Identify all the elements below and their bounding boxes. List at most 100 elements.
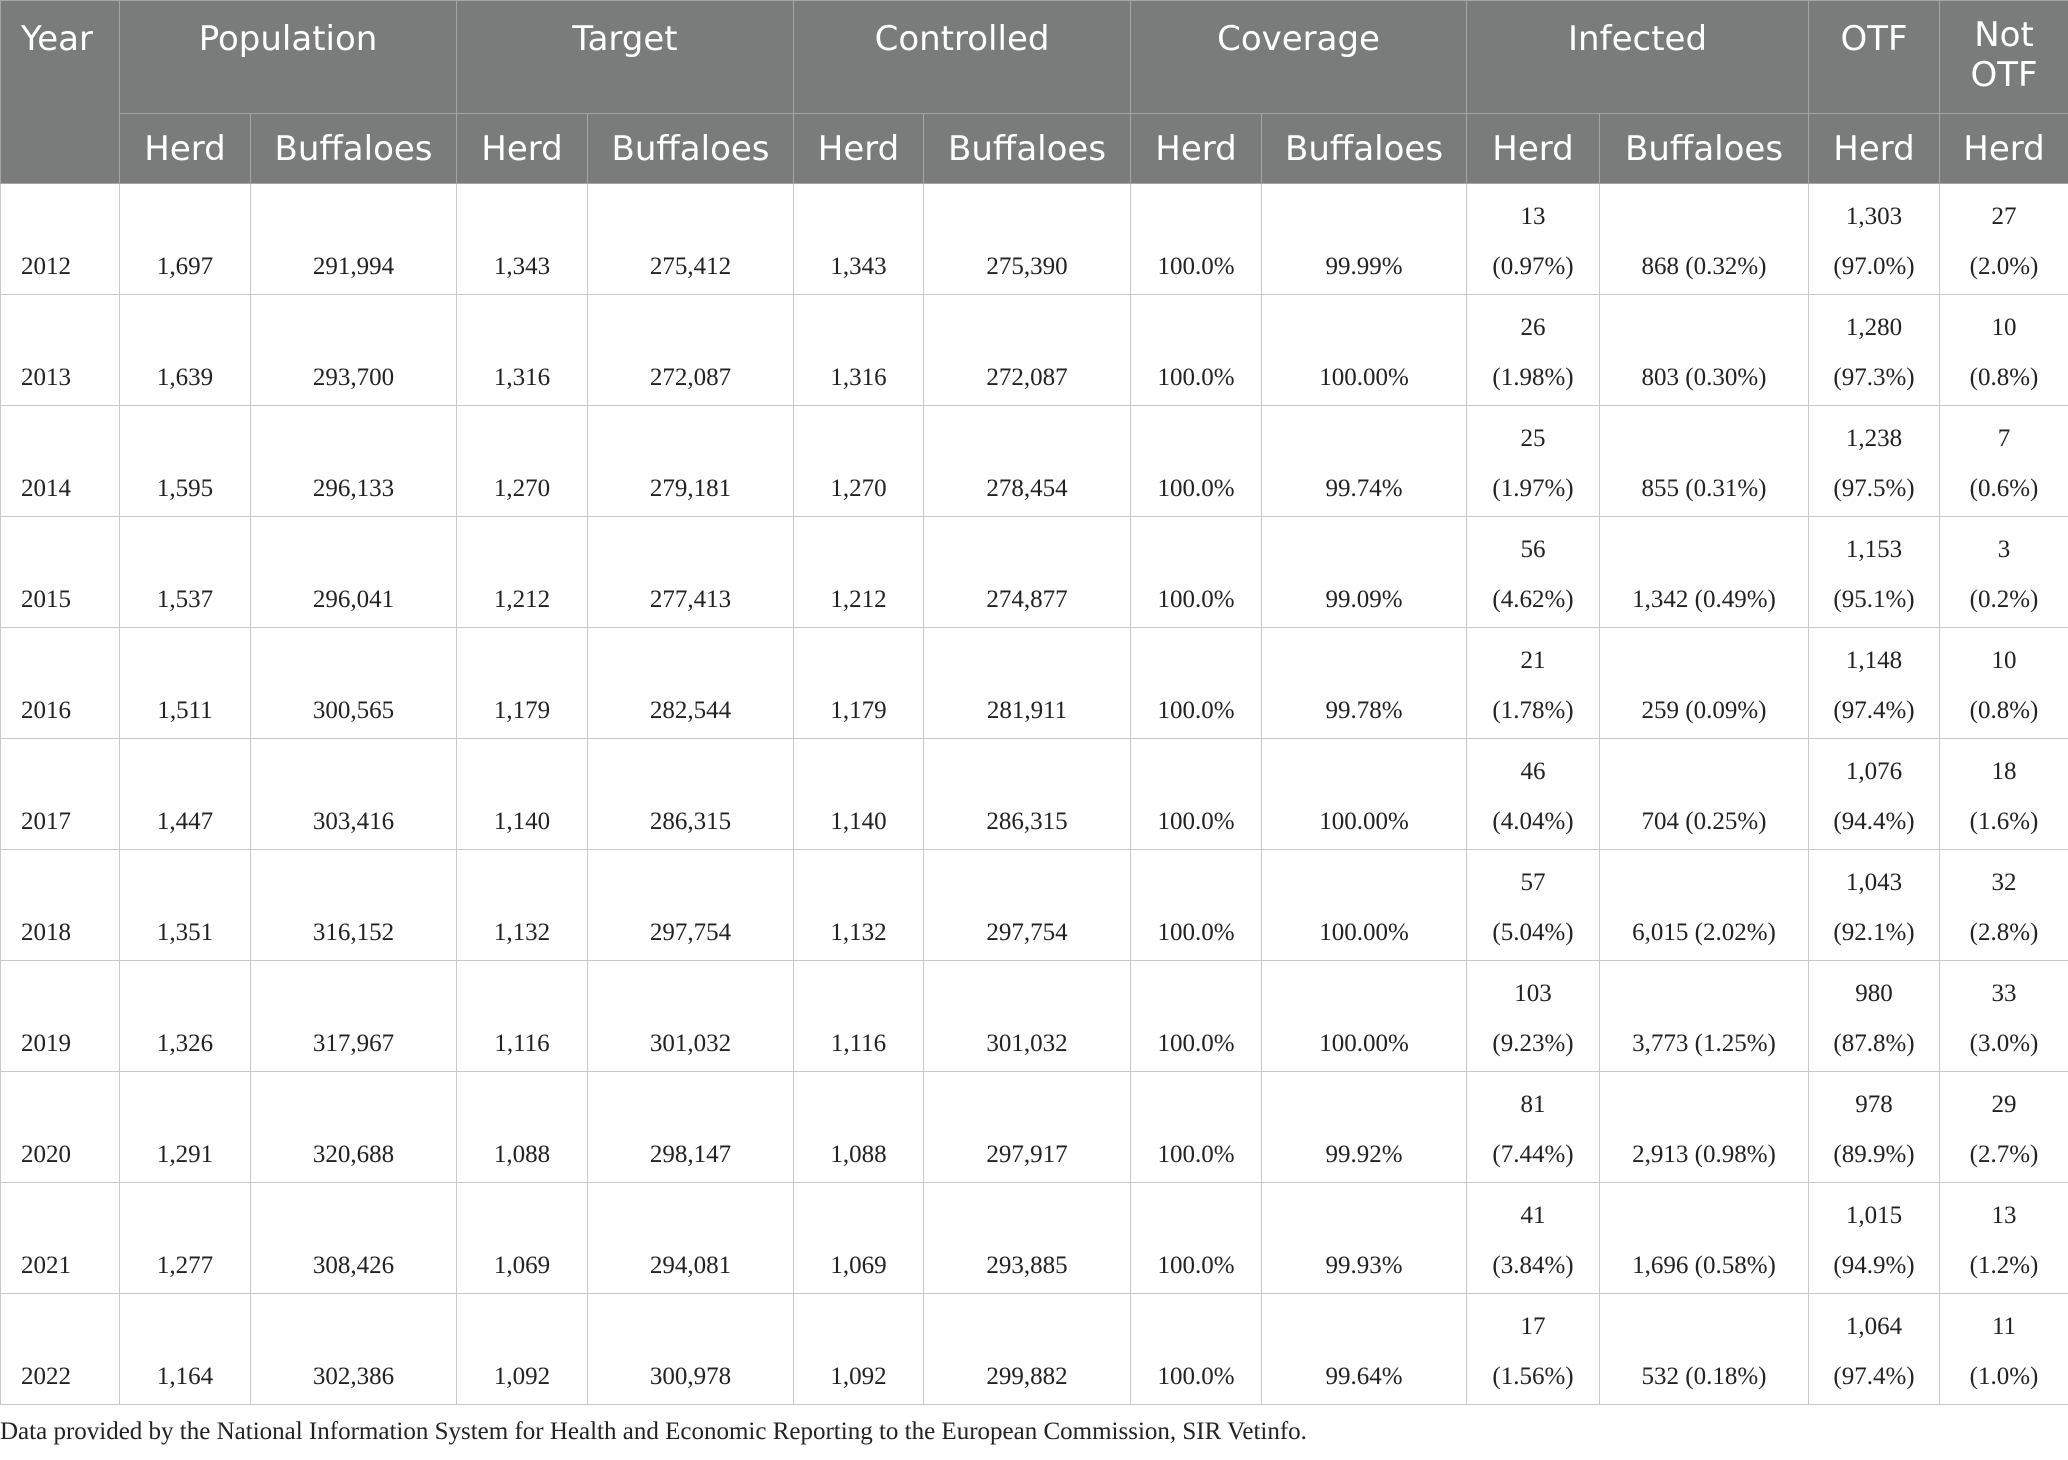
table-cell: 13 (0.97%) bbox=[1466, 183, 1601, 295]
table-cell: 297,754 bbox=[587, 849, 795, 961]
table-cell: 1,639 bbox=[119, 294, 251, 406]
table-cell: 293,700 bbox=[249, 294, 458, 406]
cell-line: (0.8%) bbox=[1969, 697, 2039, 724]
table-cell: 300,978 bbox=[587, 1293, 795, 1405]
table-cell: 10 (0.8%) bbox=[1939, 627, 2068, 739]
cell-line: (0.97%) bbox=[1492, 253, 1574, 280]
table-cell: 99.64% bbox=[1261, 1293, 1468, 1405]
cell-line: (1.6%) bbox=[1969, 808, 2039, 835]
table-cell: 317,967 bbox=[249, 960, 458, 1072]
table-body: 2012 1,697 291,994 1,343 275,412 1,343 275,390… bbox=[0, 183, 2068, 1405]
table-cell: 100.0% bbox=[1130, 849, 1263, 961]
table-cell: 1,043 (92.1%) bbox=[1808, 849, 1941, 961]
table-cell: 1,140 bbox=[793, 738, 925, 850]
table-cell: 1,270 bbox=[456, 405, 589, 517]
table-cell: 281,911 bbox=[923, 627, 1132, 739]
cell-line: 57 bbox=[1520, 869, 1546, 896]
cell-line: (3.0%) bbox=[1969, 1030, 2039, 1057]
subheader-herd: Herd bbox=[1130, 113, 1263, 184]
table-cell: 100.0% bbox=[1130, 1293, 1263, 1405]
header-target: Target bbox=[456, 0, 795, 114]
cell-line: (97.0%) bbox=[1833, 253, 1915, 280]
table-cell: 1,088 bbox=[793, 1071, 925, 1183]
table-cell: 286,315 bbox=[923, 738, 1132, 850]
table-cell: 868 (0.32%) bbox=[1599, 183, 1810, 295]
table-cell: 286,315 bbox=[587, 738, 795, 850]
year-cell: 2012 bbox=[0, 183, 120, 295]
cell-line: 26 bbox=[1520, 314, 1546, 341]
table-row: 2018 1,351 316,152 1,132 297,754 1,132 297,754… bbox=[0, 849, 2068, 961]
table-cell: 259 (0.09%) bbox=[1599, 627, 1810, 739]
cell-line: (2.0%) bbox=[1969, 253, 2039, 280]
table-cell: 294,081 bbox=[587, 1182, 795, 1294]
table-cell: 6,015 (2.02%) bbox=[1599, 849, 1810, 961]
subheader-herd: Herd bbox=[1808, 113, 1941, 184]
table-cell: 1,343 bbox=[793, 183, 925, 295]
cell-line: (7.44%) bbox=[1492, 1141, 1574, 1168]
table-cell: 3 (0.2%) bbox=[1939, 516, 2068, 628]
table-cell: 46 (4.04%) bbox=[1466, 738, 1601, 850]
year-cell: 2017 bbox=[0, 738, 120, 850]
header-population: Population bbox=[118, 0, 458, 114]
table-cell: 1,291 bbox=[119, 1071, 251, 1183]
cell-line: (87.8%) bbox=[1833, 1030, 1915, 1057]
table-cell: 1,116 bbox=[793, 960, 925, 1072]
table-cell: 1,092 bbox=[793, 1293, 925, 1405]
table-cell: 7 (0.6%) bbox=[1939, 405, 2068, 517]
header-otf: OTF bbox=[1808, 0, 1941, 114]
table-cell: 10 (0.8%) bbox=[1939, 294, 2068, 406]
table-cell: 1,148 (97.4%) bbox=[1808, 627, 1941, 739]
table-cell: 100.0% bbox=[1130, 1071, 1263, 1183]
table-cell: 275,390 bbox=[923, 183, 1132, 295]
table-cell: 99.74% bbox=[1261, 405, 1468, 517]
cell-line: 46 bbox=[1520, 758, 1546, 785]
subheader-herd: Herd bbox=[456, 113, 589, 184]
table-cell: 29 (2.7%) bbox=[1939, 1071, 2068, 1183]
table-cell: 41 (3.84%) bbox=[1466, 1182, 1601, 1294]
subheader-herd: Herd bbox=[1939, 113, 2068, 184]
table-cell: 103 (9.23%) bbox=[1466, 960, 1601, 1072]
cell-line: (0.2%) bbox=[1969, 586, 2039, 613]
table-cell: 1,351 bbox=[119, 849, 251, 961]
table-row: 2012 1,697 291,994 1,343 275,412 1,343 275,390… bbox=[0, 183, 2068, 295]
table-cell: 1,088 bbox=[456, 1071, 589, 1183]
cell-line: 1,238 bbox=[1845, 425, 1903, 452]
table-cell: 275,412 bbox=[587, 183, 795, 295]
table-cell: 2,913 (0.98%) bbox=[1599, 1071, 1810, 1183]
table-cell: 1,511 bbox=[119, 627, 251, 739]
table-row: 2022 1,164 302,386 1,092 300,978 1,092 299,882… bbox=[0, 1293, 2068, 1405]
header-year: Year bbox=[0, 0, 120, 184]
table-cell: 1,303 (97.0%) bbox=[1808, 183, 1941, 295]
table-cell: 1,116 bbox=[456, 960, 589, 1072]
cell-line: 13 bbox=[1520, 203, 1546, 230]
cell-line: 81 bbox=[1520, 1091, 1546, 1118]
year-cell: 2014 bbox=[0, 405, 120, 517]
table-cell: 1,179 bbox=[456, 627, 589, 739]
cell-line: 32 bbox=[1991, 869, 2017, 896]
table-row: 2016 1,511 300,565 1,179 282,544 1,179 281,911… bbox=[0, 627, 2068, 739]
table-cell: 1,697 bbox=[119, 183, 251, 295]
cell-line: (4.04%) bbox=[1492, 808, 1574, 835]
header-not-otf-label: Not OTF bbox=[1970, 15, 2038, 95]
table-cell: 320,688 bbox=[249, 1071, 458, 1183]
cell-line: (97.3%) bbox=[1833, 364, 1915, 391]
table-cell: 704 (0.25%) bbox=[1599, 738, 1810, 850]
table-cell: 21 (1.78%) bbox=[1466, 627, 1601, 739]
table-cell: 27 (2.0%) bbox=[1939, 183, 2068, 295]
table-cell: 297,754 bbox=[923, 849, 1132, 961]
table-cell: 1,212 bbox=[456, 516, 589, 628]
cell-line: (97.4%) bbox=[1833, 1363, 1915, 1390]
table-cell: 316,152 bbox=[249, 849, 458, 961]
table-cell: 13 (1.2%) bbox=[1939, 1182, 2068, 1294]
table-cell: 1,179 bbox=[793, 627, 925, 739]
table-cell: 1,342 (0.49%) bbox=[1599, 516, 1810, 628]
table-cell: 532 (0.18%) bbox=[1599, 1293, 1810, 1405]
cell-line: (0.6%) bbox=[1969, 475, 2039, 502]
table-cell: 297,917 bbox=[923, 1071, 1132, 1183]
cell-line: 29 bbox=[1991, 1091, 2017, 1118]
table-row: 2013 1,639 293,700 1,316 272,087 1,316 272,087… bbox=[0, 294, 2068, 406]
table-cell: 100.0% bbox=[1130, 405, 1263, 517]
cell-line: (1.78%) bbox=[1492, 697, 1574, 724]
cell-line: 13 bbox=[1991, 1202, 2017, 1229]
cell-line: (94.9%) bbox=[1833, 1252, 1915, 1279]
